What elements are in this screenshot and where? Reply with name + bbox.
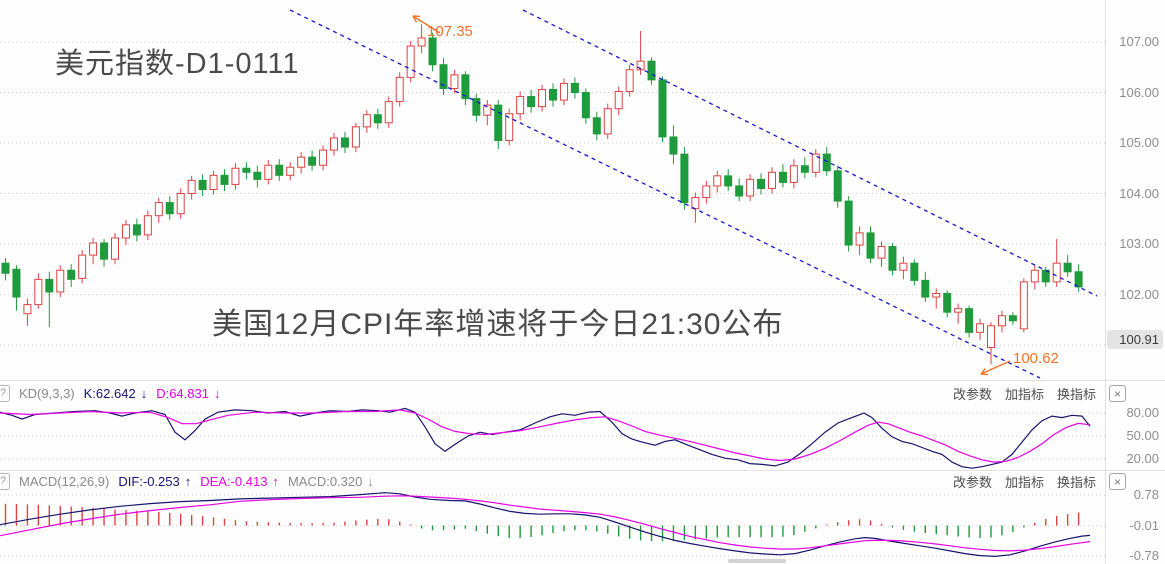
chart-title: 美元指数-D1-0111 <box>55 48 300 80</box>
kd-close-icon[interactable]: × <box>1109 385 1127 402</box>
macd-hist-value: MACD:0.320 <box>287 473 363 489</box>
macd-add-indicator-button[interactable]: 加指标 <box>1005 475 1045 490</box>
macd-change-params-button[interactable]: 改参数 <box>953 475 993 490</box>
kd-panel-toolbar: 改参数 加指标 换指标 × <box>953 384 1132 403</box>
macd-panel-toolbar: 改参数 加指标 换指标 × <box>953 472 1132 491</box>
kd-add-indicator-button[interactable]: 加指标 <box>1005 387 1045 402</box>
kd-k-arrow-icon: ↓ <box>140 385 148 401</box>
macd-close-icon[interactable]: × <box>1109 473 1127 490</box>
kd-k-value: K:62.642 <box>83 385 136 401</box>
kd-panel-header: ? KD(9,3,3) K:62.642 ↓ D:64.831 ↓ <box>0 384 700 402</box>
kd-d-value: D:64.831 <box>156 385 209 401</box>
macd-dea-arrow-icon: ↑ <box>272 473 279 489</box>
macd-hist-arrow-icon: ↓ <box>367 473 374 489</box>
macd-indicator-name: MACD(12,26,9) <box>19 473 110 489</box>
scrollbar-thumb[interactable] <box>728 559 786 563</box>
macd-dif-arrow-icon: ↑ <box>184 473 192 489</box>
kd-switch-indicator-button[interactable]: 换指标 <box>1057 387 1097 402</box>
macd-panel-header: ? MACD(12,26,9) DIF:-0.253 ↑ DEA:-0.413 … <box>0 472 700 490</box>
kd-help-icon[interactable]: ? <box>0 384 10 402</box>
macd-help-icon[interactable]: ? <box>0 472 10 490</box>
news-banner: 美国12月CPI年率增速将于今日21:30公布 <box>212 308 784 341</box>
macd-dea-value: DEA:-0.413 <box>200 473 268 489</box>
kd-change-params-button[interactable]: 改参数 <box>953 387 993 402</box>
kd-indicator-name: KD(9,3,3) <box>19 385 75 401</box>
macd-switch-indicator-button[interactable]: 换指标 <box>1057 475 1097 490</box>
low-price-annotation: 100.62 <box>1013 350 1059 367</box>
macd-dif-value: DIF:-0.253 <box>118 473 180 489</box>
last-price-badge: 100.91 <box>1107 330 1163 349</box>
peak-price-annotation: 107.35 <box>427 23 473 40</box>
kd-d-arrow-icon: ↓ <box>213 385 221 401</box>
